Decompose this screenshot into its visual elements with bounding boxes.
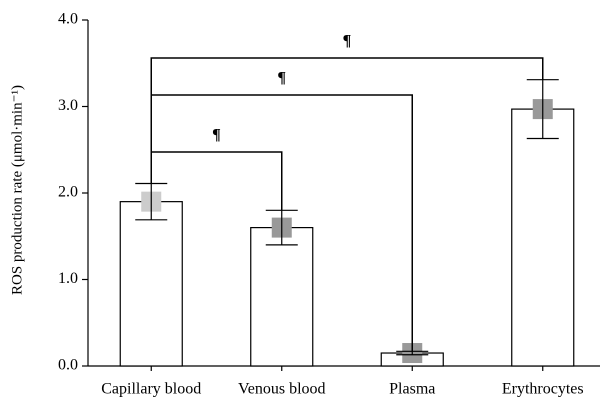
- y-tick-label: 2.0: [58, 184, 78, 201]
- bar: [250, 227, 314, 367]
- y-tick-label: 1.0: [58, 270, 78, 287]
- x-tick-label: Capillary blood: [101, 381, 201, 398]
- bar: [119, 201, 183, 367]
- x-tick-label: Venous blood: [238, 381, 326, 398]
- significance-label: ¶: [212, 127, 221, 144]
- y-axis-label: ROS production rate (μmol·min⁻¹): [9, 85, 25, 295]
- y-tick-label: 4.0: [58, 11, 78, 28]
- significance-label: ¶: [277, 70, 286, 87]
- x-tick-label: Erythrocytes: [502, 381, 584, 398]
- y-tick-label: 3.0: [58, 97, 78, 114]
- significance-bracket: [150, 57, 544, 184]
- bar: [511, 108, 575, 367]
- x-tick-label: Plasma: [389, 381, 435, 398]
- significance-label: ¶: [343, 33, 352, 50]
- y-tick-label: 0.0: [58, 357, 78, 374]
